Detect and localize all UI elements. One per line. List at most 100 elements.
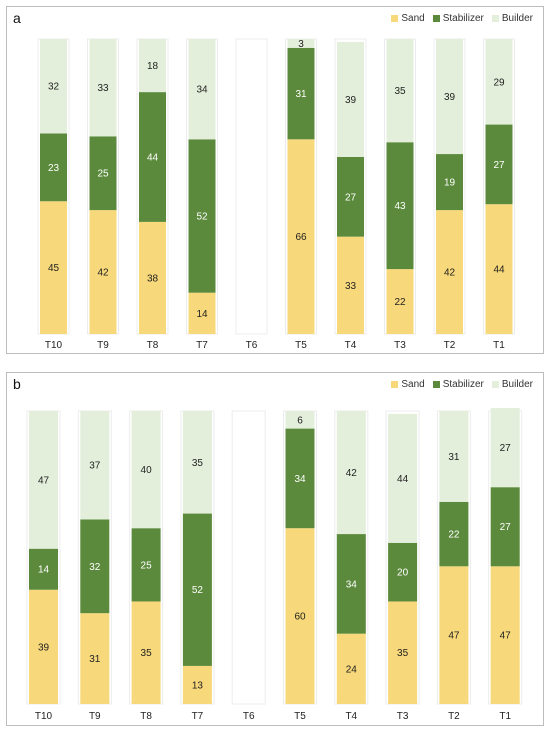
bar-segment-builder-t2 (436, 39, 463, 155)
tick-label: T1 (493, 340, 505, 351)
data-label: 44 (397, 474, 409, 485)
legend-item-builder: Builder (491, 379, 533, 390)
bar-segment-builder-t10 (29, 411, 58, 549)
tick-label: T5 (294, 711, 306, 722)
bar-segment-stabilizer-t2 (436, 154, 463, 211)
bar-segment-stabilizer-t4 (337, 157, 364, 237)
legend-swatch-sand (391, 15, 399, 22)
legend-swatch-stabilizer (432, 15, 440, 22)
bar-segment-builder-t8 (131, 411, 161, 529)
tick-label: T5 (295, 340, 307, 351)
legend-item-sand: Sand (391, 13, 425, 24)
legend-label-stabilizer: Stabilizer (442, 379, 484, 390)
data-label: 32 (48, 82, 60, 93)
data-label: 39 (345, 95, 357, 106)
bar-segment-stabilizer-t10 (40, 133, 67, 202)
data-label: 33 (345, 281, 357, 292)
tick-label: T10 (35, 711, 53, 722)
bar-segment-sand-t8 (131, 601, 161, 704)
data-label: 35 (394, 86, 406, 97)
data-label: 23 (48, 163, 60, 174)
bar-segment-sand-t9 (89, 210, 117, 334)
data-label: 31 (89, 654, 101, 665)
data-label: 27 (500, 443, 512, 454)
tick-label: T8 (147, 340, 159, 351)
bar-segment-sand-t4 (337, 236, 364, 334)
data-label: 52 (196, 212, 208, 223)
legend-label-builder: Builder (501, 379, 533, 390)
bar-segment-builder-t7 (182, 411, 212, 514)
tick-label: T4 (345, 340, 357, 351)
data-label: 32 (89, 562, 101, 573)
bar-segment-stabilizer-t3 (386, 142, 414, 270)
tick-label: T6 (243, 711, 255, 722)
data-label: 25 (141, 560, 153, 571)
data-label: 47 (500, 631, 512, 642)
data-label: 34 (294, 474, 306, 485)
data-label: 44 (147, 153, 159, 164)
bar-segment-sand-t9 (80, 613, 110, 704)
data-label: 13 (192, 680, 204, 691)
data-label: 38 (147, 273, 159, 284)
bar-segment-stabilizer-t5 (287, 47, 315, 140)
bar-segment-builder-t4 (336, 411, 366, 535)
bar-segment-stabilizer-t4 (336, 534, 366, 634)
bar-segment-stabilizer-t2 (439, 501, 469, 567)
bar-segment-sand-t10 (40, 201, 67, 334)
data-label: 20 (397, 568, 409, 579)
bar-segment-sand-t5 (287, 139, 315, 334)
legend-label-sand: Sand (401, 13, 425, 24)
tick-label: T3 (394, 340, 406, 351)
bar-segment-builder-t4 (337, 41, 364, 158)
data-label: 39 (444, 92, 456, 103)
bar-segment-sand-t4 (336, 633, 366, 704)
data-label: 43 (394, 201, 406, 212)
data-label: 6 (297, 415, 303, 426)
data-label: 47 (448, 631, 460, 642)
legend-label-stabilizer: Stabilizer (442, 13, 484, 24)
data-label: 22 (394, 297, 406, 308)
tick-label: T9 (97, 340, 109, 351)
legend-swatch-builder (491, 381, 499, 388)
data-label: 18 (147, 61, 159, 72)
data-label: 35 (192, 458, 204, 469)
data-label: 14 (38, 565, 50, 576)
data-label: 47 (38, 475, 50, 486)
bar-background (235, 38, 268, 335)
tick-label: T7 (196, 340, 208, 351)
data-label: 34 (196, 85, 208, 96)
bar-segment-sand-t7 (182, 665, 212, 704)
bar-segment-stabilizer-t8 (139, 92, 166, 222)
tick-label: T7 (192, 711, 204, 722)
legend-item-sand: Sand (391, 379, 425, 390)
stacked-bar-chart-b: 39 14 47 T10 31 32 37 T9 35 25 40 T8 13 52 35 T7 T6 60 34 6… (26, 408, 523, 722)
data-label: 3 (298, 39, 304, 50)
data-label: 52 (192, 585, 204, 596)
tick-label: T8 (140, 711, 152, 722)
data-label: 45 (48, 263, 60, 274)
data-label: 42 (444, 268, 456, 279)
bar-segment-stabilizer-t1 (485, 124, 513, 205)
tick-label: T3 (397, 711, 409, 722)
bar-segment-sand-t5 (285, 528, 315, 704)
bar-background (231, 410, 266, 705)
bar-segment-sand-t10 (29, 589, 58, 704)
bar-segment-sand-t2 (439, 566, 469, 704)
data-label: 31 (295, 89, 307, 100)
legend-item-stabilizer: Stabilizer (432, 379, 484, 390)
legend-swatch-stabilizer (432, 381, 440, 388)
bar-segment-builder-t3 (388, 413, 418, 543)
bar-segment-builder-t5 (287, 39, 315, 48)
data-label: 25 (97, 169, 109, 180)
chart-panel-b: b Sand Stabilizer Builder 39 14 47 T10 31 32 3… (6, 372, 544, 726)
bar-segment-stabilizer-t7 (188, 139, 216, 293)
legend: Sand Stabilizer Builder (391, 13, 533, 24)
data-label: 37 (89, 461, 101, 472)
data-label: 27 (493, 160, 505, 171)
data-label: 14 (196, 309, 208, 320)
data-label: 24 (346, 664, 358, 675)
bar-segment-builder-t1 (485, 39, 513, 125)
legend: Sand Stabilizer Builder (391, 379, 533, 390)
legend-swatch-builder (491, 15, 499, 22)
legend-item-builder: Builder (491, 13, 533, 24)
